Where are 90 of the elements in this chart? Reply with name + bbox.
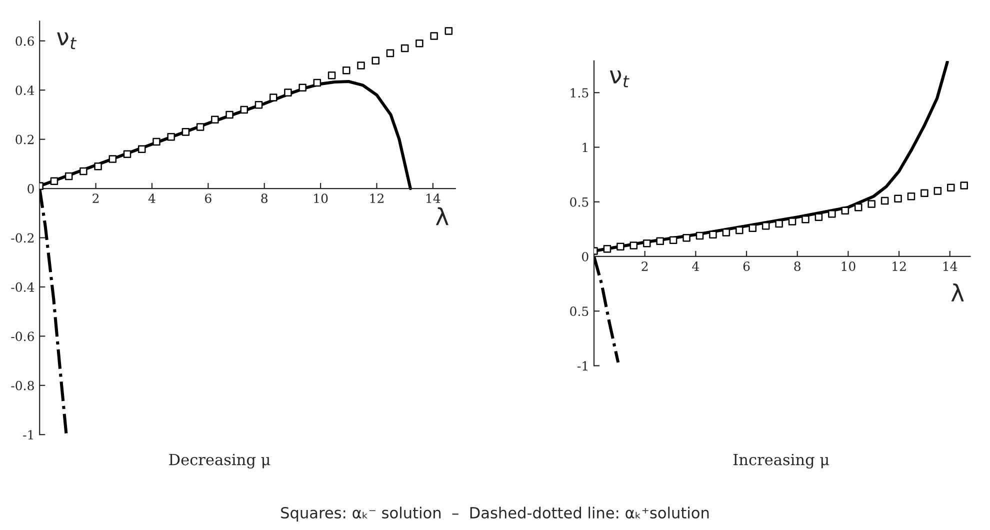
point (167, 132, 175, 141)
y-axis-title: ν$_{t}$ (57, 32, 77, 50)
point (814, 213, 823, 222)
point (138, 145, 146, 154)
point (416, 39, 424, 48)
point (736, 226, 744, 234)
point (642, 239, 651, 248)
point (196, 123, 204, 131)
point (920, 189, 928, 197)
y-tick-label: -1 (578, 361, 588, 370)
point (254, 100, 263, 109)
point (342, 66, 350, 74)
y-tick-label: -1 (23, 430, 33, 440)
point (682, 234, 690, 242)
point (94, 162, 102, 170)
text: Increasing μ (733, 454, 830, 468)
point (108, 155, 117, 163)
y-tick-label: 0.2 (16, 134, 34, 144)
y-tick-label: 0 (582, 252, 588, 262)
point (50, 177, 58, 186)
y-tick-label: 1.5 (570, 88, 588, 98)
point (669, 236, 678, 244)
x-tick-label: 10 (842, 262, 856, 272)
point (240, 106, 248, 114)
point (430, 32, 438, 40)
point (616, 242, 624, 251)
point (211, 116, 219, 124)
point (894, 194, 902, 202)
point (722, 228, 730, 236)
y-tick-label: -0.8 (11, 380, 34, 390)
point (64, 172, 73, 180)
point (400, 44, 409, 52)
y-tick-label: 0.4 (16, 86, 34, 96)
point (182, 128, 190, 136)
y-tick-label: 1 (582, 142, 588, 152)
x-tick-label: 2 (642, 262, 648, 271)
x-tick-label: 14 (426, 194, 440, 203)
point (80, 167, 88, 176)
x-axis-title: λ (436, 207, 448, 226)
point (357, 62, 365, 70)
text: Decreasing μ (169, 454, 270, 468)
point (298, 84, 306, 92)
point (907, 192, 916, 200)
x-tick-label: 2 (92, 194, 99, 203)
point (284, 88, 292, 96)
x-tick-label: 12 (370, 194, 384, 203)
point (386, 49, 394, 58)
x-tick-label: 6 (743, 262, 750, 272)
y-tick-label: 0.6 (16, 36, 34, 46)
x-tick-label: 8 (261, 194, 268, 204)
y-axis-title: ν$_{t}$ (610, 70, 630, 88)
x-tick-label: 6 (205, 194, 212, 204)
point (802, 215, 810, 224)
point (841, 206, 850, 214)
point (152, 138, 160, 146)
point (854, 203, 862, 212)
point (313, 78, 322, 87)
point (269, 94, 278, 102)
point (372, 56, 380, 64)
line-series (594, 254, 620, 364)
y-tick-label: -0.6 (11, 332, 34, 342)
y-tick-label: 0.5 (570, 306, 588, 316)
point (444, 27, 453, 35)
point (696, 232, 704, 240)
point (709, 230, 717, 239)
point (960, 182, 968, 190)
point (880, 196, 889, 205)
point (656, 237, 664, 246)
point (630, 242, 638, 250)
point (123, 150, 132, 158)
point (328, 71, 336, 80)
x-tick-label: 12 (892, 262, 906, 271)
point (788, 218, 796, 226)
point (762, 222, 770, 230)
y-tick-label: -0.4 (11, 282, 34, 292)
x-tick-label: 4 (148, 194, 156, 203)
x-axis-title: λ (951, 283, 964, 302)
x-tick-label: 4 (692, 262, 700, 271)
y-tick-label: 0.5 (570, 197, 588, 207)
y-tick-label: -0.2 (11, 233, 34, 243)
point (226, 110, 234, 119)
point (603, 244, 612, 253)
x-tick-label: 10 (314, 194, 328, 204)
point (934, 187, 942, 195)
point (947, 184, 955, 192)
text: Squares: αₖ⁻ solution – Dashed-dotted line: αₖ⁺solution (281, 506, 709, 522)
y-tick-label: 0 (28, 184, 34, 194)
x-tick-label: 8 (794, 262, 800, 272)
x-tick-label: 14 (943, 262, 958, 271)
point (868, 200, 876, 208)
